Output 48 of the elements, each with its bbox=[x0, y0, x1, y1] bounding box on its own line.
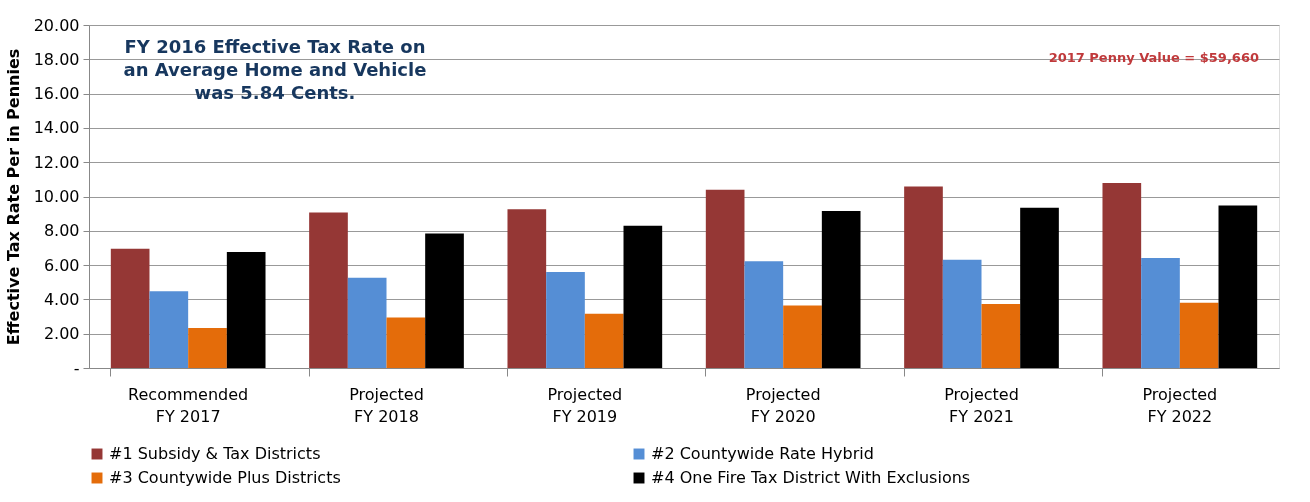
legend-label: #1 Subsidy & Tax Districts bbox=[109, 444, 321, 463]
x-tick-label: Projected FY 2018 bbox=[349, 384, 424, 426]
bar bbox=[386, 317, 426, 368]
legend-label: #3 Countywide Plus Districts bbox=[109, 468, 341, 487]
legend-label: #4 One Fire Tax District With Exclusions bbox=[651, 468, 971, 487]
x-tick-label: Projected FY 2021 bbox=[944, 384, 1019, 426]
bar bbox=[110, 248, 150, 368]
y-tick-label: 8.00 bbox=[43, 221, 80, 241]
bar bbox=[1179, 302, 1219, 368]
x-tick-label: Recommended FY 2017 bbox=[128, 384, 249, 426]
bar bbox=[744, 261, 784, 368]
bar bbox=[942, 259, 982, 368]
bar bbox=[705, 189, 745, 368]
bar bbox=[623, 225, 663, 368]
y-tick-label: 6.00 bbox=[43, 255, 80, 275]
y-tick-label: - bbox=[73, 358, 80, 378]
y-tick-label: 2.00 bbox=[43, 324, 80, 344]
bar bbox=[546, 271, 585, 368]
y-axis-title: Effective Tax Rate Per in Pennies bbox=[3, 48, 23, 346]
bar bbox=[1102, 182, 1142, 368]
y-tick-label: 20.00 bbox=[33, 15, 80, 35]
bar bbox=[425, 233, 464, 368]
annotation: 2017 Penny Value = $59,660 bbox=[1048, 50, 1259, 65]
bar bbox=[188, 328, 227, 368]
bar bbox=[347, 277, 387, 368]
bar bbox=[1020, 207, 1059, 368]
x-tick-label: Projected FY 2019 bbox=[547, 384, 623, 426]
y-tick-label: 4.00 bbox=[43, 289, 80, 309]
bar bbox=[309, 212, 348, 368]
bar bbox=[226, 252, 266, 368]
bar bbox=[904, 186, 943, 368]
bar bbox=[584, 313, 624, 368]
bar bbox=[981, 304, 1021, 368]
x-tick-label: Projected FY 2020 bbox=[745, 384, 821, 426]
y-tick-label: 10.00 bbox=[33, 187, 80, 206]
annotation: FY 2016 Effective Tax Rate on an Average Home and Vehicle was 5.84 Cents. bbox=[123, 36, 427, 103]
legend-label: #2 Countywide Rate Hybrid bbox=[651, 444, 874, 463]
bar bbox=[1218, 205, 1258, 368]
x-tick-label: Projected FY 2022 bbox=[1142, 384, 1218, 426]
y-tick-label: 12.00 bbox=[33, 152, 80, 172]
y-tick-label: 18.00 bbox=[33, 49, 80, 69]
bar bbox=[149, 291, 189, 368]
bar bbox=[783, 305, 822, 368]
bar bbox=[821, 210, 861, 368]
bar bbox=[1141, 258, 1180, 368]
y-tick-label: 14.00 bbox=[33, 118, 80, 138]
y-tick-label: 16.00 bbox=[33, 84, 80, 104]
bar bbox=[507, 209, 547, 368]
